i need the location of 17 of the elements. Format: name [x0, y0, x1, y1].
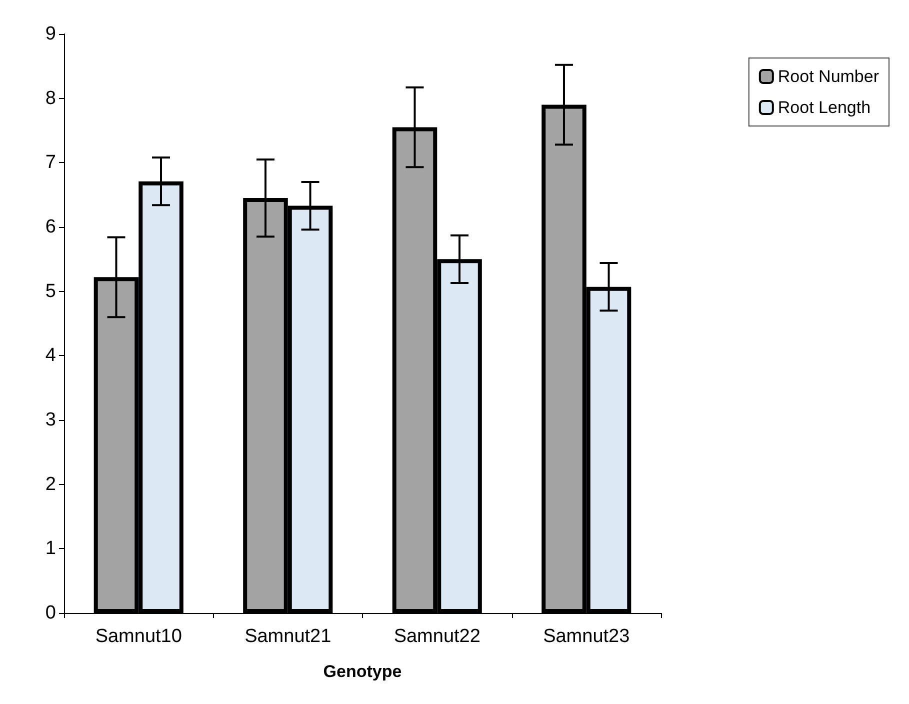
y-tick-label: 5: [45, 280, 56, 302]
y-tick-label: 7: [45, 152, 56, 174]
legend-label: Root Number: [778, 67, 880, 86]
x-tick-label: Samnut22: [394, 626, 480, 647]
y-tick-label: 9: [45, 24, 56, 44]
x-tick-label: Samnut23: [543, 626, 630, 647]
y-tick-label: 3: [45, 410, 56, 430]
y-tick-label: 6: [45, 216, 56, 238]
y-tick-label: 8: [45, 88, 56, 109]
y-tick-label: 1: [45, 538, 56, 560]
legend-label: Root Length: [778, 98, 871, 117]
x-tick-label: Samnut21: [244, 626, 332, 647]
y-tick-label: 2: [45, 474, 56, 495]
y-tick-label: 4: [45, 345, 56, 366]
x-axis-title: Genotype: [323, 662, 402, 681]
x-tick-label: Samnut10: [95, 626, 182, 647]
y-tick-label: 0: [45, 602, 56, 624]
